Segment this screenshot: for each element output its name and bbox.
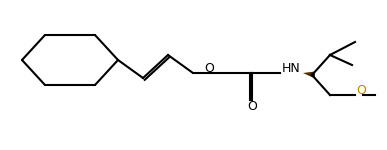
Text: O: O [247,100,257,114]
Text: HN: HN [282,61,301,75]
Text: O: O [204,61,214,75]
Polygon shape [303,72,315,78]
Text: O: O [356,84,366,96]
